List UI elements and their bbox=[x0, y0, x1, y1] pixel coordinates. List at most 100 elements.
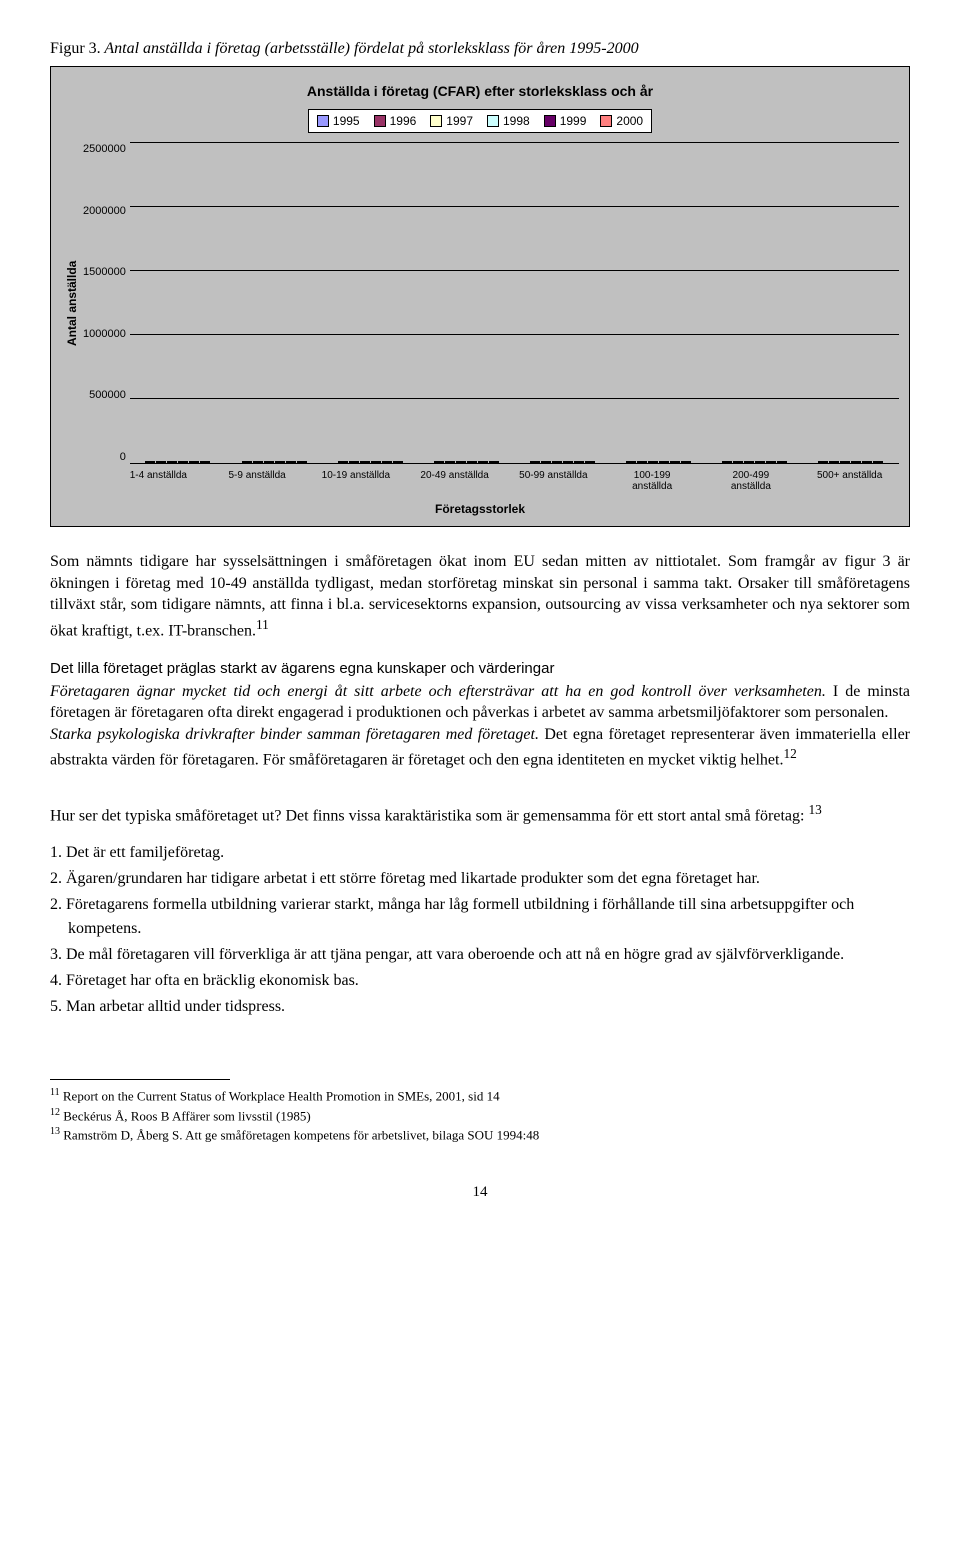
page-number: 14 bbox=[50, 1184, 910, 1201]
list-item: 3. De mål företagaren vill förverkliga ä… bbox=[50, 943, 910, 967]
footnote: 12 Beckérus Å, Roos B Affärer som livsst… bbox=[50, 1106, 910, 1125]
paragraph-2: Företagaren ägnar mycket tid och energi … bbox=[50, 681, 910, 772]
paragraph-1-text: Som nämnts tidigare har sysselsättningen… bbox=[50, 553, 910, 639]
bar bbox=[755, 461, 765, 463]
bar bbox=[338, 461, 348, 463]
x-axis-label: Företagsstorlek bbox=[61, 502, 899, 516]
bar bbox=[189, 461, 199, 463]
bar bbox=[585, 461, 595, 463]
bar bbox=[648, 461, 658, 463]
bar bbox=[371, 461, 381, 463]
bar bbox=[873, 461, 883, 463]
paragraph-1: Som nämnts tidigare har sysselsättningen… bbox=[50, 551, 910, 642]
bar-group bbox=[236, 461, 313, 463]
bar bbox=[200, 461, 210, 463]
bar-groups bbox=[130, 143, 899, 463]
bar bbox=[445, 461, 455, 463]
bar bbox=[818, 461, 828, 463]
footnote: 13 Ramström D, Åberg S. Att ge småföreta… bbox=[50, 1125, 910, 1144]
figure-caption: Figur 3. Antal anställda i företag (arbe… bbox=[50, 40, 910, 58]
list-item: 4. Företaget har ofta en bräcklig ekonom… bbox=[50, 969, 910, 993]
legend-swatch bbox=[487, 115, 499, 127]
bar bbox=[530, 461, 540, 463]
bar-group bbox=[139, 461, 216, 463]
bar bbox=[552, 461, 562, 463]
footnote-number: 12 bbox=[50, 1107, 60, 1118]
bar bbox=[574, 461, 584, 463]
list-item: 1. Det är ett familjeföretag. bbox=[50, 841, 910, 865]
legend-item: 1997 bbox=[430, 114, 473, 128]
subheading: Det lilla företaget präglas starkt av äg… bbox=[50, 660, 910, 677]
plot-area bbox=[130, 143, 899, 464]
bar bbox=[626, 461, 636, 463]
bar bbox=[297, 461, 307, 463]
x-tick-label: 1-4 anställda bbox=[119, 470, 198, 492]
bar-group bbox=[716, 461, 793, 463]
legend-swatch bbox=[600, 115, 612, 127]
bar bbox=[489, 461, 499, 463]
footnote-ref-11: 11 bbox=[256, 617, 269, 632]
bar bbox=[659, 461, 669, 463]
bar bbox=[286, 461, 296, 463]
plot-wrap: Antal anställda 250000020000001500000100… bbox=[61, 143, 899, 464]
legend-swatch bbox=[544, 115, 556, 127]
legend-item: 2000 bbox=[600, 114, 643, 128]
x-tick-label: 50-99 anställda bbox=[514, 470, 593, 492]
paragraph-2-lead-italic: Företagaren ägnar mycket tid och energi … bbox=[50, 683, 910, 722]
x-tick-label: 10-19 anställda bbox=[316, 470, 395, 492]
numbered-list: 1. Det är ett familjeföretag.2. Ägaren/g… bbox=[50, 841, 910, 1019]
list-item: 2. Ägaren/grundaren har tidigare arbetat… bbox=[50, 867, 910, 891]
paragraph-3: Hur ser det typiska småföretaget ut? Det… bbox=[50, 801, 910, 827]
bar bbox=[253, 461, 263, 463]
y-axis-ticks: 25000002000000150000010000005000000 bbox=[83, 143, 130, 463]
bar bbox=[681, 461, 691, 463]
figure-caption-text: Antal anställda i företag (arbetsställe)… bbox=[101, 40, 639, 57]
bar bbox=[840, 461, 850, 463]
chart-title: Anställda i företag (CFAR) efter storlek… bbox=[61, 83, 899, 99]
bar-group bbox=[812, 461, 889, 463]
bar bbox=[167, 461, 177, 463]
x-tick-label: 500+ anställda bbox=[810, 470, 889, 492]
x-tick-label: 100-199 anställda bbox=[613, 470, 692, 492]
paragraph-2-a: Företagaren ägnar mycket tid och energi … bbox=[50, 683, 910, 722]
figure-caption-prefix: Figur 3. bbox=[50, 40, 101, 57]
bar bbox=[777, 461, 787, 463]
chart-container: Anställda i företag (CFAR) efter storlek… bbox=[50, 66, 910, 527]
legend-label: 1998 bbox=[503, 114, 530, 128]
legend-label: 1995 bbox=[333, 114, 360, 128]
y-tick-label: 1500000 bbox=[83, 266, 126, 278]
footnote-number: 13 bbox=[50, 1126, 60, 1137]
bar-group bbox=[428, 461, 505, 463]
legend-label: 1996 bbox=[390, 114, 417, 128]
list-item: 2. Företagarens formella utbildning vari… bbox=[50, 893, 910, 941]
bar bbox=[541, 461, 551, 463]
bar bbox=[829, 461, 839, 463]
bar-group bbox=[620, 461, 697, 463]
legend-label: 1997 bbox=[446, 114, 473, 128]
bar-group bbox=[332, 461, 409, 463]
bar bbox=[145, 461, 155, 463]
bar bbox=[456, 461, 466, 463]
footnote-number: 11 bbox=[50, 1087, 60, 1098]
chart-legend: 199519961997199819992000 bbox=[308, 109, 652, 133]
x-axis-ticks: 1-4 anställda5-9 anställda10-19 anställd… bbox=[109, 470, 899, 492]
paragraph-2-italic: Starka psykologiska drivkrafter binder s… bbox=[50, 726, 539, 743]
bar bbox=[766, 461, 776, 463]
footnote-text: Report on the Current Status of Workplac… bbox=[60, 1089, 500, 1104]
y-tick-label: 1000000 bbox=[83, 328, 126, 340]
bar bbox=[275, 461, 285, 463]
list-item: 5. Man arbetar alltid under tidspress. bbox=[50, 995, 910, 1019]
bar bbox=[563, 461, 573, 463]
paragraph-3-text: Hur ser det typiska småföretaget ut? Det… bbox=[50, 808, 808, 825]
bar bbox=[722, 461, 732, 463]
bar bbox=[862, 461, 872, 463]
y-axis-label: Antal anställda bbox=[61, 143, 83, 464]
bar bbox=[156, 461, 166, 463]
legend-swatch bbox=[430, 115, 442, 127]
footnote: 11 Report on the Current Status of Workp… bbox=[50, 1086, 910, 1105]
bar bbox=[434, 461, 444, 463]
legend-item: 1998 bbox=[487, 114, 530, 128]
bar bbox=[478, 461, 488, 463]
footnotes: 11 Report on the Current Status of Workp… bbox=[50, 1086, 910, 1144]
footnote-separator bbox=[50, 1079, 230, 1080]
